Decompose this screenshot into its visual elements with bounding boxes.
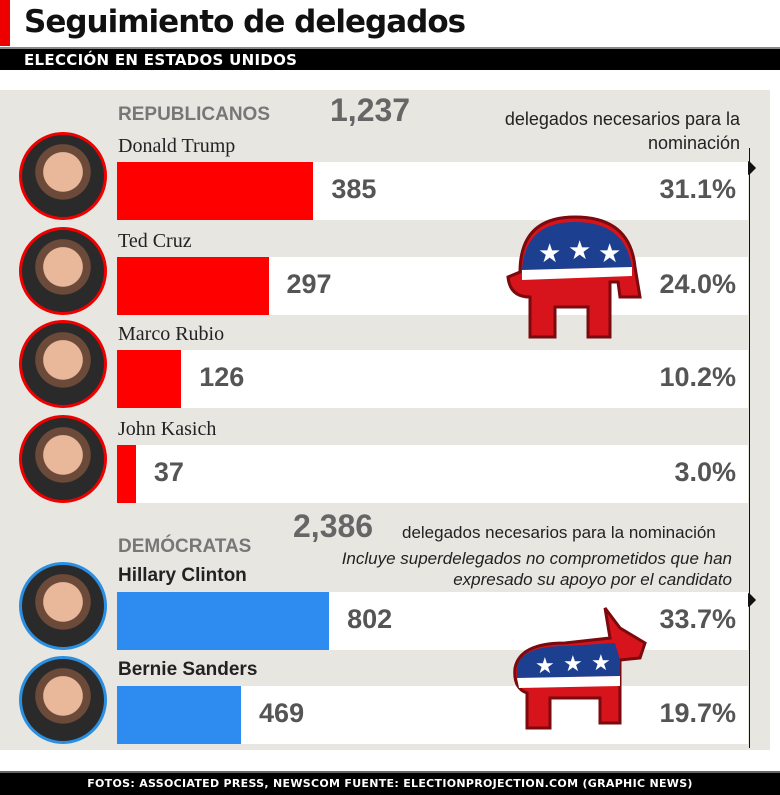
svg-text:★: ★ bbox=[568, 235, 591, 265]
delegate-bar bbox=[117, 162, 314, 220]
bar-track: 802 33.7% bbox=[117, 592, 748, 650]
rep-threshold-line bbox=[749, 148, 750, 748]
delegate-bar bbox=[117, 592, 330, 650]
delegate-bar bbox=[117, 350, 182, 408]
republican-elephant-icon: ★ ★ ★ bbox=[506, 215, 642, 339]
dem-note: Incluye superdelegados no comprometidos … bbox=[341, 549, 732, 589]
candidate-photo bbox=[19, 415, 107, 503]
candidate-photo bbox=[19, 656, 107, 744]
delegate-bar bbox=[117, 445, 136, 503]
candidate-photo bbox=[19, 227, 107, 315]
footer-credits: FOTOS: ASSOCIATED PRESS, NEWSCOM FUENTE:… bbox=[0, 771, 780, 795]
delegate-percent: 10.2% bbox=[659, 362, 736, 392]
candidate-name: Bernie Sanders bbox=[118, 659, 258, 680]
delegate-percent: 24.0% bbox=[659, 269, 736, 299]
dem-needed-label: delegados necesarios para la nominación bbox=[402, 523, 716, 542]
delegate-percent: 3.0% bbox=[674, 457, 736, 487]
delegate-percent: 19.7% bbox=[659, 698, 736, 728]
candidate-photo bbox=[19, 132, 107, 220]
rep-needed-label: delegados necesarios para la nominación bbox=[504, 109, 740, 153]
rep-needed: 1,237 bbox=[330, 92, 411, 128]
candidate-name: Hillary Clinton bbox=[118, 565, 247, 586]
delegate-count: 385 bbox=[331, 174, 377, 204]
svg-text:★: ★ bbox=[563, 651, 583, 676]
delegate-count: 469 bbox=[259, 698, 305, 728]
candidate-name: Ted Cruz bbox=[118, 230, 192, 252]
accent-tab bbox=[0, 0, 10, 46]
svg-text:★: ★ bbox=[591, 650, 611, 675]
candidate-name: Donald Trump bbox=[118, 135, 236, 157]
delegate-percent: 33.7% bbox=[659, 604, 736, 634]
subtitle-bar: ELECCIÓN EN ESTADOS UNIDOS bbox=[0, 47, 780, 70]
svg-text:★: ★ bbox=[535, 653, 555, 678]
svg-text:★: ★ bbox=[598, 238, 621, 268]
dem-section-label: DEMÓCRATAS bbox=[118, 536, 252, 557]
delegate-percent: 31.1% bbox=[659, 174, 736, 204]
delegate-count: 37 bbox=[153, 457, 184, 487]
svg-text:★: ★ bbox=[538, 238, 561, 268]
candidate-name: Marco Rubio bbox=[118, 323, 225, 345]
candidate-photo bbox=[19, 320, 107, 408]
delegate-bar bbox=[117, 257, 269, 315]
rep-section-label: REPUBLICANOS bbox=[118, 104, 271, 125]
bar-track: 297 24.0% bbox=[117, 257, 748, 315]
delegate-count: 297 bbox=[286, 269, 332, 299]
delegate-count: 126 bbox=[199, 362, 245, 392]
bar-track: 469 19.7% bbox=[117, 686, 748, 744]
page-title: Seguimiento de delegados bbox=[24, 4, 466, 40]
delegate-bar bbox=[117, 686, 242, 744]
candidate-photo bbox=[19, 562, 107, 650]
bar-track: 37 3.0% bbox=[117, 445, 748, 503]
bar-track: 126 10.2% bbox=[117, 350, 748, 408]
subtitle: ELECCIÓN EN ESTADOS UNIDOS bbox=[24, 51, 298, 69]
delegate-count: 802 bbox=[347, 604, 393, 634]
candidate-name: John Kasich bbox=[118, 418, 217, 440]
bar-track: 385 31.1% bbox=[117, 162, 748, 220]
democrat-donkey-icon: ★ ★ ★ bbox=[513, 607, 647, 730]
dem-needed: 2,386 bbox=[293, 508, 374, 544]
